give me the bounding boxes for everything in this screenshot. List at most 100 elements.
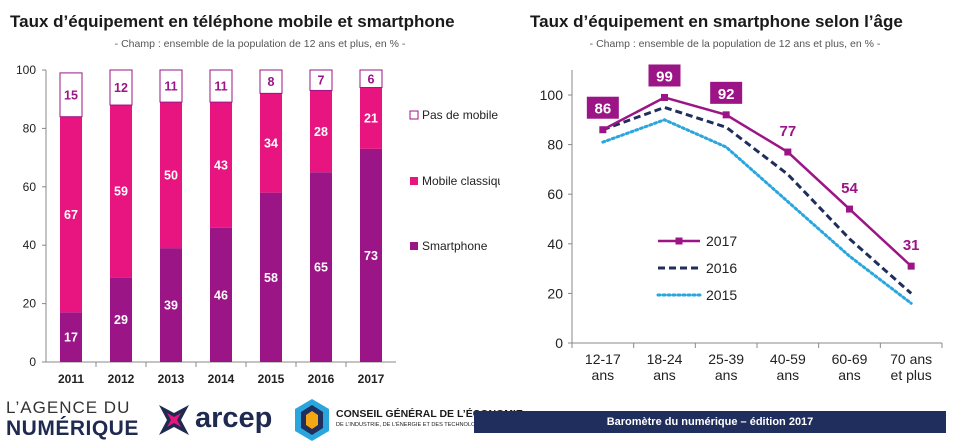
left-chart-title: Taux d’équipement en téléphone mobile et… [10,12,455,31]
data-label: 99 [656,68,673,85]
data-label: 28 [314,125,328,139]
bar-segment [160,102,182,249]
bar-segment [260,93,282,193]
bar-segment [110,277,132,362]
bar-segment [259,69,283,94]
footer-band-text: Baromètre du numérique – édition 2017 [606,416,814,428]
x-tick-label: ans [653,367,676,383]
y-tick-label: 60 [547,186,563,202]
data-label: 7 [318,74,325,88]
legend-label: 2015 [706,287,737,303]
x-tick-label: 25-39 [708,351,744,367]
legend-label: Smartphone [422,239,488,253]
bar-segment [60,312,82,362]
bar-segment [359,69,383,89]
bar-segment [310,90,332,173]
data-label: 67 [64,208,78,222]
data-label: 73 [364,249,378,263]
data-label: 77 [779,123,796,140]
legend-swatch [410,242,418,250]
x-tick-label: 2013 [158,372,185,386]
x-tick-label: 2012 [108,372,135,386]
left-chart-subtitle: - Champ : ensemble de la population de 1… [114,38,406,50]
data-label: 31 [903,237,920,254]
data-label-box [648,64,681,87]
stacked-bar-chart: 0204060801002011176715201229591220133950… [16,63,500,386]
data-label: 92 [718,86,735,103]
agence-du-numerique-logo: L’AGENCE DU NUMÉRIQUE [4,396,154,444]
cge-logo: CONSEIL GÉNÉRAL DE L’ÉCONOMIE DE L’INDUS… [292,396,523,444]
y-tick-label: 20 [23,297,37,311]
bar-segment [210,227,232,362]
bar-segment [110,105,132,278]
data-label: 65 [314,261,328,275]
bar-segment [60,116,82,313]
x-tick-label: 2017 [358,372,385,386]
x-tick-label: 2016 [308,372,335,386]
bar-segment [159,69,183,103]
x-tick-label: 2014 [208,372,235,386]
x-tick-label: 2011 [58,372,84,386]
data-point-marker [846,205,853,213]
legend-marker [675,237,683,245]
data-label: 50 [164,169,178,183]
data-label: 11 [214,80,227,94]
legend-label: Pas de mobile [422,108,498,122]
bar-segment [209,69,233,103]
x-tick-label: ans [715,367,738,383]
data-label-box [710,81,743,104]
legend-label: 2017 [706,233,737,249]
y-tick-label: 0 [555,335,563,351]
data-label: 11 [164,80,177,94]
bar-segment [59,72,83,118]
arcep-wordmark: arcep [195,402,273,434]
x-tick-label: ans [838,367,861,383]
x-tick-label: ans [592,367,615,383]
data-label: 46 [214,288,228,302]
y-tick-label: 0 [29,355,36,369]
bar-segment [360,87,382,149]
data-label: 39 [164,299,178,313]
data-point-marker [661,93,668,101]
x-tick-label: 70 ans [890,351,932,367]
right-chart-subtitle: - Champ : ensemble de la population de 1… [589,38,881,50]
bar-segment [109,69,133,106]
data-label: 43 [214,158,228,172]
data-label: 54 [841,180,858,197]
series-line [601,118,913,305]
data-label: 59 [114,185,128,199]
y-tick-label: 100 [16,63,36,77]
data-label: 58 [264,271,278,285]
data-label: 8 [268,75,275,89]
bar-segment [360,148,382,362]
cge-hexagon-icon [295,399,329,441]
x-tick-label: ans [777,367,800,383]
data-point-marker [722,111,730,119]
x-tick-label: 18-24 [647,351,683,367]
data-label: 29 [114,313,128,327]
y-tick-label: 40 [547,236,563,252]
arcep-logo: arcep [155,398,285,442]
x-tick-label: 2015 [258,372,285,386]
data-label-box [586,96,619,119]
data-label: 17 [64,331,78,345]
series-line [602,96,913,268]
x-tick-label: 60-69 [832,351,868,367]
y-tick-label: 40 [23,238,37,252]
data-label: 86 [594,101,611,118]
legend-swatch [409,110,419,120]
data-label: 6 [368,72,375,86]
agence-logo-line1: L’AGENCE DU [6,398,131,417]
data-label: 21 [364,112,378,126]
bar-segment [160,248,182,362]
data-point-marker [599,126,607,134]
data-label: 34 [264,137,278,151]
y-tick-label: 80 [23,121,37,135]
agence-logo-line2: NUMÉRIQUE [6,417,139,440]
y-tick-label: 20 [547,285,563,301]
data-label: 15 [64,88,78,102]
x-tick-label: 40-59 [770,351,806,367]
series-line [602,105,913,295]
legend-label: 2016 [706,260,737,276]
bar-segment [310,172,332,362]
